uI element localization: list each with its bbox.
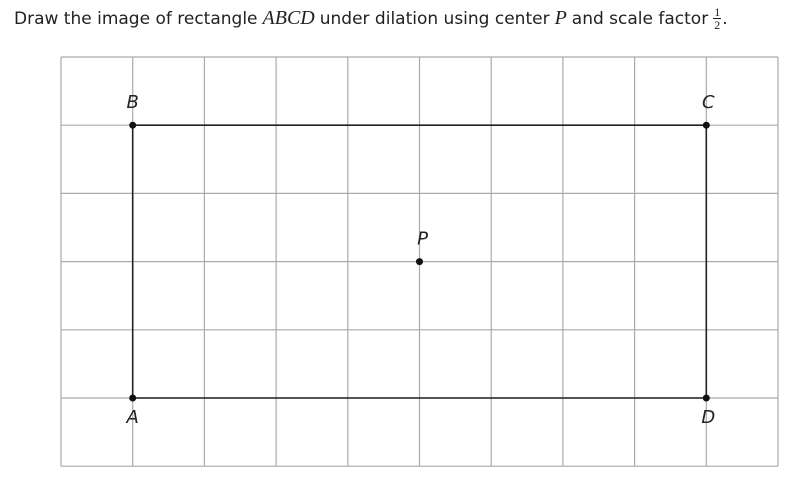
point	[129, 121, 137, 129]
math: P	[554, 7, 567, 29]
point-label: P	[417, 229, 428, 250]
point	[702, 394, 710, 402]
point	[702, 121, 710, 129]
denominator: 2	[714, 18, 721, 32]
prompt-text: under dilation using center	[319, 8, 550, 29]
math: ABCD	[262, 7, 315, 29]
prompt-text: Draw the image of rectangle	[14, 8, 258, 29]
point-label: C	[702, 92, 715, 113]
point-label: A	[126, 407, 139, 428]
point-label: D	[701, 407, 715, 428]
point	[416, 258, 423, 266]
prompt-text: and scale factor	[571, 8, 709, 29]
prompt-text: .	[722, 8, 728, 29]
prompt: Draw the image of rectangle ABCD under d…	[14, 6, 728, 31]
numerator: 1	[713, 5, 722, 19]
fraction: 1 2	[713, 5, 722, 32]
point-label: B	[127, 92, 139, 113]
point	[129, 394, 137, 402]
